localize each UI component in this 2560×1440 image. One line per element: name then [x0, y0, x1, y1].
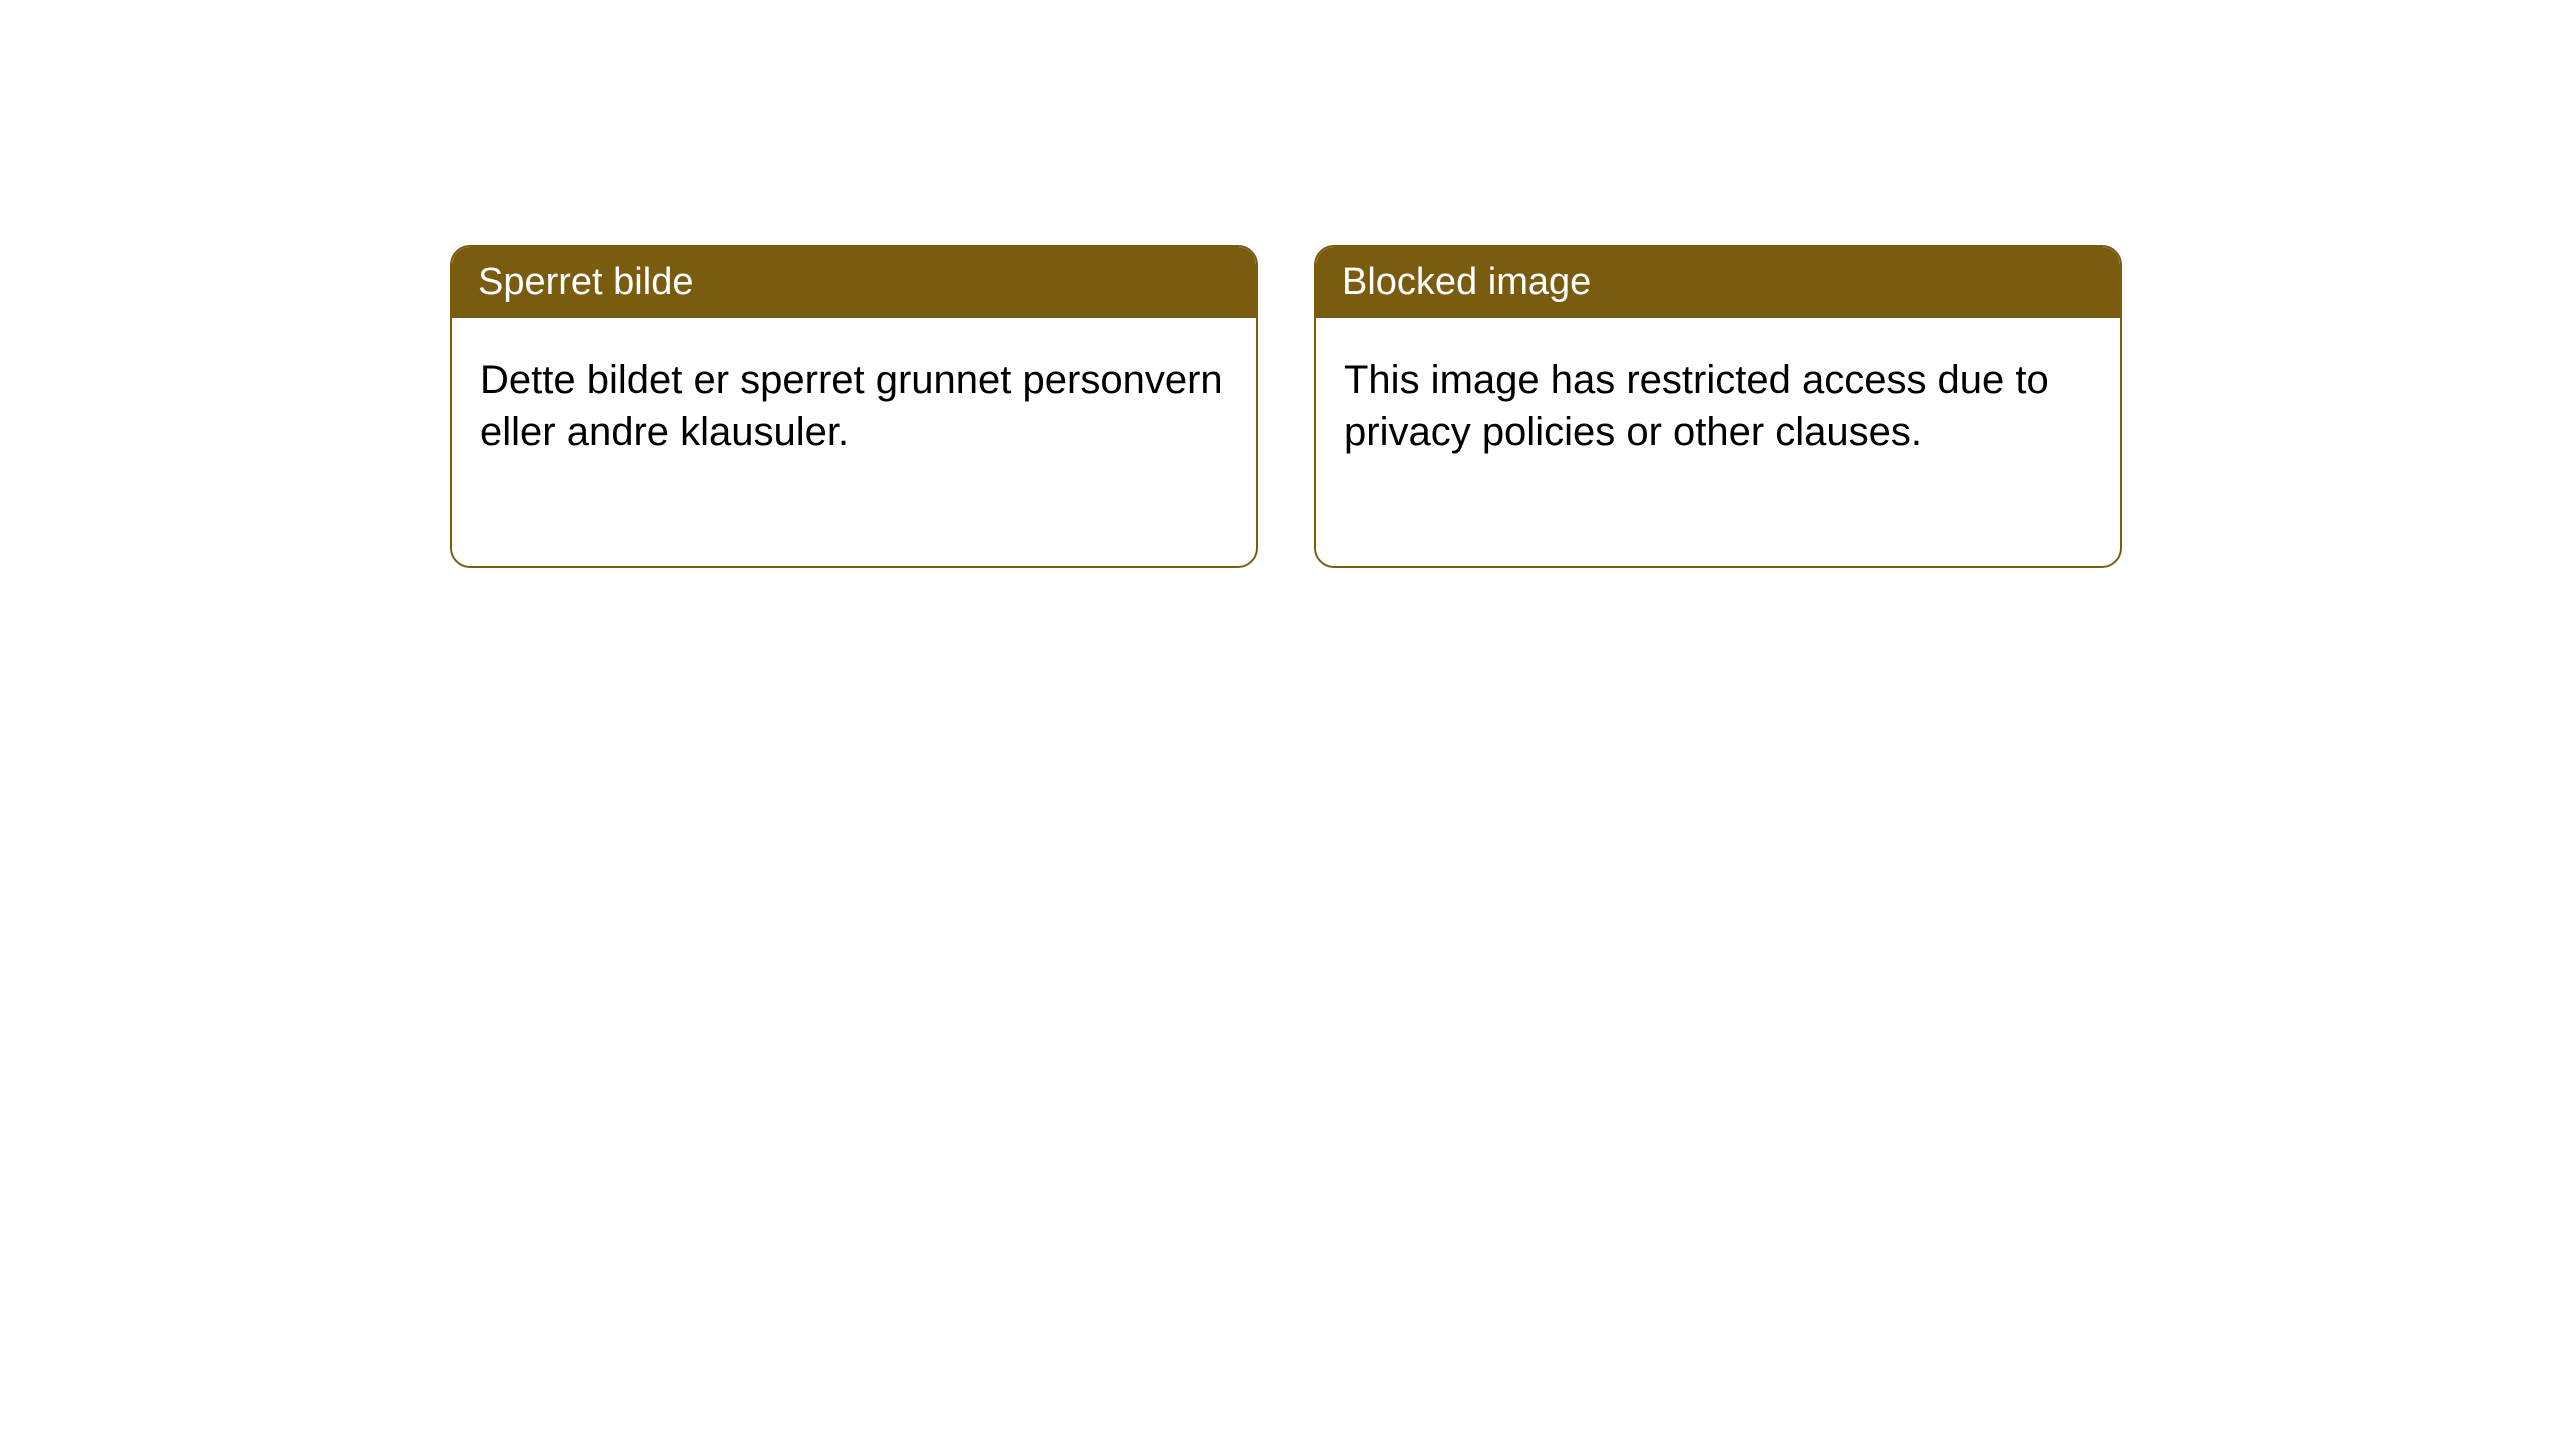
- card-header: Blocked image: [1316, 247, 2120, 318]
- blocked-image-card-no: Sperret bilde Dette bildet er sperret gr…: [450, 245, 1258, 568]
- card-body: This image has restricted access due to …: [1316, 318, 2120, 566]
- card-body: Dette bildet er sperret grunnet personve…: [452, 318, 1256, 566]
- cards-container: Sperret bilde Dette bildet er sperret gr…: [450, 245, 2560, 568]
- card-header: Sperret bilde: [452, 247, 1256, 318]
- blocked-image-card-en: Blocked image This image has restricted …: [1314, 245, 2122, 568]
